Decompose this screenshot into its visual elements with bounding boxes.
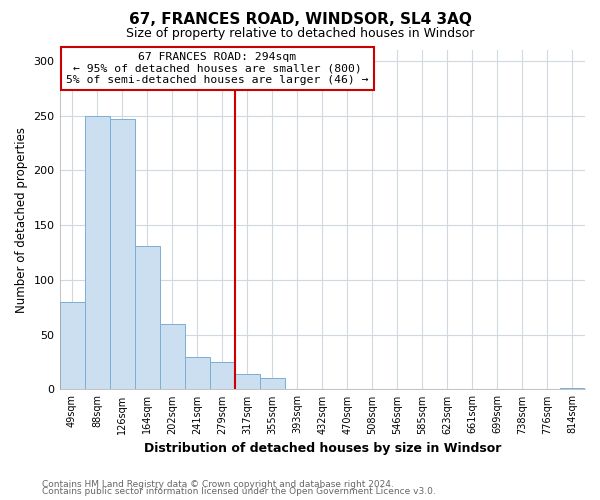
Bar — [235, 374, 260, 390]
Bar — [110, 119, 134, 390]
Bar — [185, 356, 209, 390]
Text: 67, FRANCES ROAD, WINDSOR, SL4 3AQ: 67, FRANCES ROAD, WINDSOR, SL4 3AQ — [128, 12, 472, 28]
Bar — [134, 246, 160, 390]
Text: Contains HM Land Registry data © Crown copyright and database right 2024.: Contains HM Land Registry data © Crown c… — [42, 480, 394, 489]
Bar — [560, 388, 585, 390]
Text: 67 FRANCES ROAD: 294sqm
← 95% of detached houses are smaller (800)
5% of semi-de: 67 FRANCES ROAD: 294sqm ← 95% of detache… — [66, 52, 368, 85]
Bar — [85, 116, 110, 390]
Bar — [209, 362, 235, 390]
Bar — [260, 378, 285, 390]
X-axis label: Distribution of detached houses by size in Windsor: Distribution of detached houses by size … — [143, 442, 501, 455]
Text: Size of property relative to detached houses in Windsor: Size of property relative to detached ho… — [126, 28, 474, 40]
Bar — [59, 302, 85, 390]
Text: Contains public sector information licensed under the Open Government Licence v3: Contains public sector information licen… — [42, 487, 436, 496]
Bar — [160, 324, 185, 390]
Y-axis label: Number of detached properties: Number of detached properties — [15, 126, 28, 312]
